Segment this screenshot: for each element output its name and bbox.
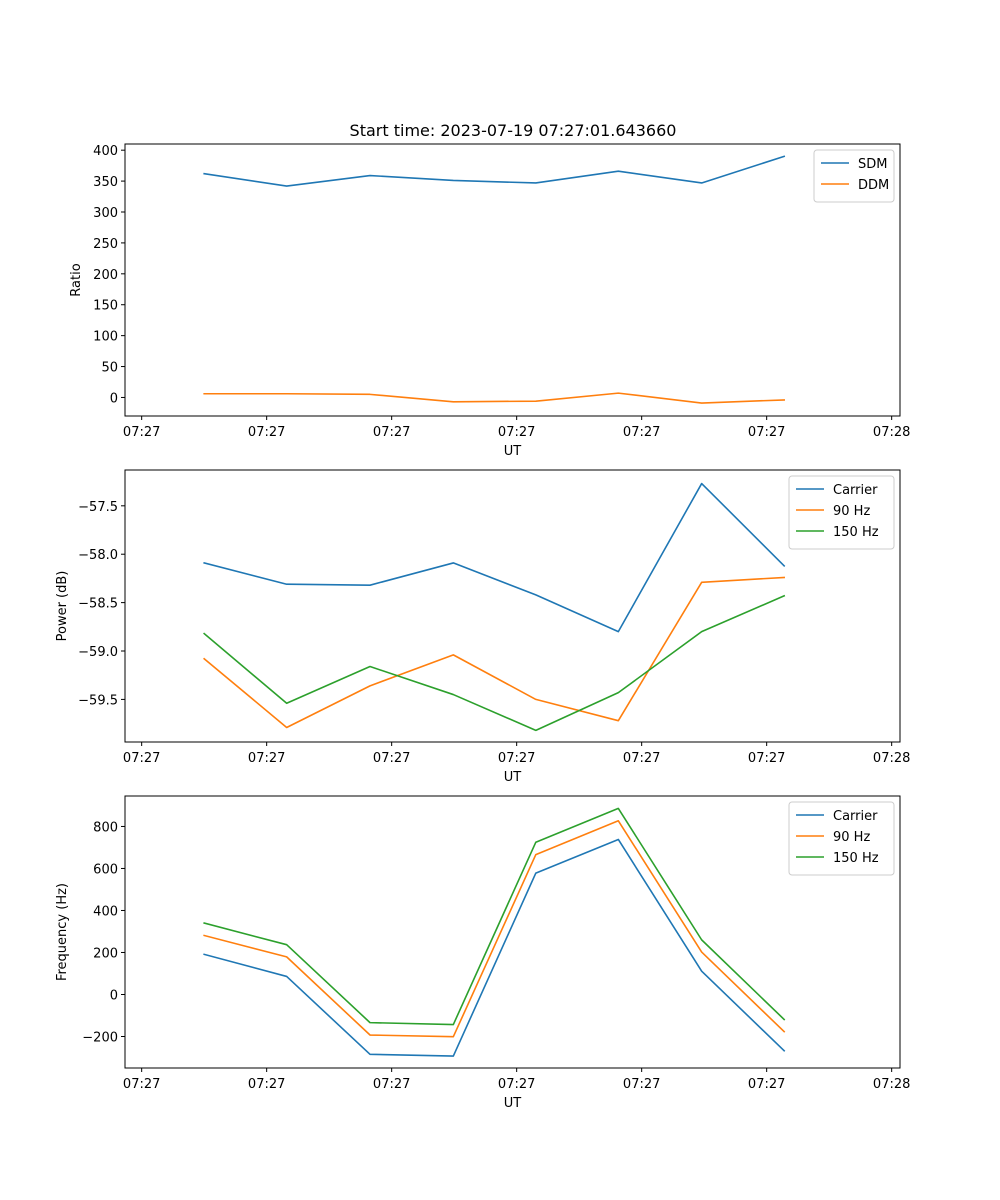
- axes-frame: [124, 143, 901, 417]
- x-tick-label: 07:28: [873, 425, 910, 440]
- y-tick-label: 400: [93, 144, 118, 159]
- series-line-sdm: [203, 155, 786, 187]
- legend-label: SDM: [858, 157, 887, 172]
- x-tick-label: 07:27: [123, 1077, 160, 1092]
- x-tick-label: 07:27: [248, 425, 285, 440]
- y-tick-label: −200: [82, 1030, 118, 1045]
- x-tick-label: 07:27: [623, 425, 660, 440]
- x-axis-label: UT: [504, 444, 522, 459]
- y-tick-label: 0: [110, 988, 118, 1003]
- legend: Carrier 90 Hz 150 Hz: [788, 801, 895, 876]
- x-tick-label: 07:27: [123, 425, 160, 440]
- legend-label: Carrier: [833, 483, 878, 498]
- y-axis-label: Power (dB): [55, 571, 70, 642]
- subplot-3: −200 0 200 400 600 800 07:27 07:27 07:27 07:27 07:…: [55, 795, 910, 1111]
- y-tick-label: 400: [93, 904, 118, 919]
- legend: Carrier 90 Hz 150 Hz: [788, 475, 895, 550]
- x-tick-label: 07:27: [123, 751, 160, 766]
- x-tick-label: 07:27: [373, 1077, 410, 1092]
- series-line-carrier: [203, 482, 786, 633]
- x-tick-label: 07:27: [623, 1077, 660, 1092]
- y-tick-label: 300: [93, 206, 118, 221]
- legend-label: 150 Hz: [833, 525, 879, 540]
- x-tick-label: 07:28: [873, 751, 910, 766]
- y-tick-label: −57.5: [78, 500, 118, 515]
- series-line-150-hz: [203, 594, 786, 732]
- figure-title: Start time: 2023-07-19 07:27:01.643660: [350, 121, 677, 140]
- x-tick-label: 07:27: [748, 1077, 785, 1092]
- y-tick-label: 800: [93, 820, 118, 835]
- y-axis-label: Ratio: [69, 263, 84, 296]
- y-tick-label: 200: [93, 268, 118, 283]
- x-tick-label: 07:27: [248, 751, 285, 766]
- legend-label: 90 Hz: [833, 830, 870, 845]
- y-tick-label: 150: [93, 299, 118, 314]
- y-tick-label: −58.5: [78, 597, 118, 612]
- axes-frame: [124, 469, 901, 743]
- subplot-2: −59.5 −59.0 −58.5 −58.0 −57.5 07:27 07:27 07:27…: [55, 469, 910, 785]
- series-line-90-hz: [203, 819, 786, 1038]
- x-tick-label: 07:28: [873, 1077, 910, 1092]
- y-tick-label: 50: [101, 361, 118, 376]
- x-tick-label: 07:27: [248, 1077, 285, 1092]
- x-tick-label: 07:27: [748, 425, 785, 440]
- y-tick-label: −59.0: [78, 645, 118, 660]
- x-tick-label: 07:27: [373, 751, 410, 766]
- legend-label: 150 Hz: [833, 851, 879, 866]
- series-line-90-hz: [203, 576, 786, 729]
- y-tick-label: 350: [93, 175, 118, 190]
- subplot-1: 0 50 100 150 200 250 300 350 400 07:27 07:27 07:27 0…: [69, 143, 910, 459]
- x-tick-label: 07:27: [373, 425, 410, 440]
- x-tick-label: 07:27: [498, 1077, 535, 1092]
- y-tick-label: 600: [93, 862, 118, 877]
- x-tick-label: 07:27: [498, 425, 535, 440]
- y-tick-label: −58.0: [78, 548, 118, 563]
- x-tick-label: 07:27: [498, 751, 535, 766]
- axes-frame: [124, 795, 901, 1069]
- series-line-ddm: [203, 392, 785, 404]
- legend-label: 90 Hz: [833, 504, 870, 519]
- x-tick-label: 07:27: [623, 751, 660, 766]
- x-axis-label: UT: [504, 1096, 522, 1111]
- y-tick-label: 100: [93, 330, 118, 345]
- legend: SDM DDM: [813, 149, 895, 203]
- x-axis-label: UT: [504, 770, 522, 785]
- legend-label: Carrier: [833, 809, 878, 824]
- x-tick-label: 07:27: [748, 751, 785, 766]
- y-axis-label: Frequency (Hz): [55, 883, 70, 981]
- y-tick-label: 250: [93, 237, 118, 252]
- legend-label: DDM: [858, 178, 889, 193]
- series-line-carrier: [203, 838, 786, 1057]
- series-line-150-hz: [203, 807, 786, 1026]
- y-tick-label: 0: [110, 391, 118, 406]
- y-tick-label: 200: [93, 946, 118, 961]
- y-tick-label: −59.5: [78, 693, 118, 708]
